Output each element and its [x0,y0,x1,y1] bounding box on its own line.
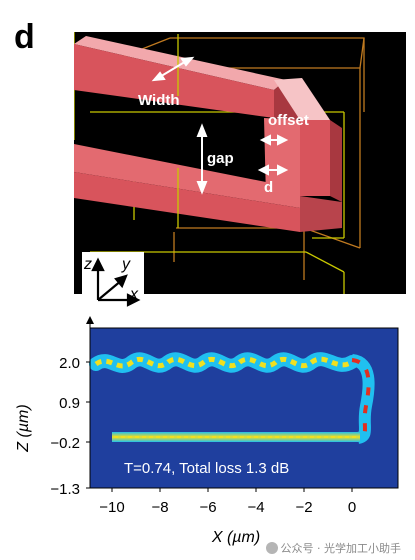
field-plot: T=0.74, Total loss 1.3 dB 2.0 0.9 −0.2 −… [15,316,399,546]
y-tick-label: 2.0 [59,355,80,372]
z-axis-label: z [83,256,92,273]
x-tick-label: −6 [199,499,216,516]
watermark: 公众号 · 光学加工小助手 [265,540,402,556]
x-axis-title: X (µm) [211,529,260,546]
offset-label: offset [268,112,309,129]
x-tick-label: −4 [247,499,264,516]
y-tick-label: −0.2 [50,435,80,452]
x-axis-label: x [129,286,139,303]
width-label: Width [138,92,180,109]
waveguide-bend [264,78,342,202]
waveguide-lower-arm [74,144,342,232]
y-tick-label: 0.9 [59,395,80,412]
upper-mode-core [94,356,354,369]
transmission-annotation: T=0.74, Total loss 1.3 dB [124,460,289,477]
wechat-icon [265,542,278,554]
d-label: d [264,179,273,196]
y-tick-label: −1.3 [50,481,80,498]
bend-mode-core [351,358,371,440]
watermark-text: 公众号 · 光学加工小助手 [280,542,402,555]
waveguide-schematic: Width offset gap d [74,32,406,294]
y-axis-title: Z (µm) [15,404,32,452]
dimension-arrows [151,56,289,195]
x-tick-label: −2 [295,499,312,516]
gap-label: gap [207,150,234,167]
x-tick-label: −10 [99,499,124,516]
x-tick-label: 0 [348,499,356,516]
x-tick-label: −8 [151,499,168,516]
y-axis-label: y [121,256,131,273]
panel-label: d [14,18,35,56]
coordinate-triad: z y x [82,252,144,314]
